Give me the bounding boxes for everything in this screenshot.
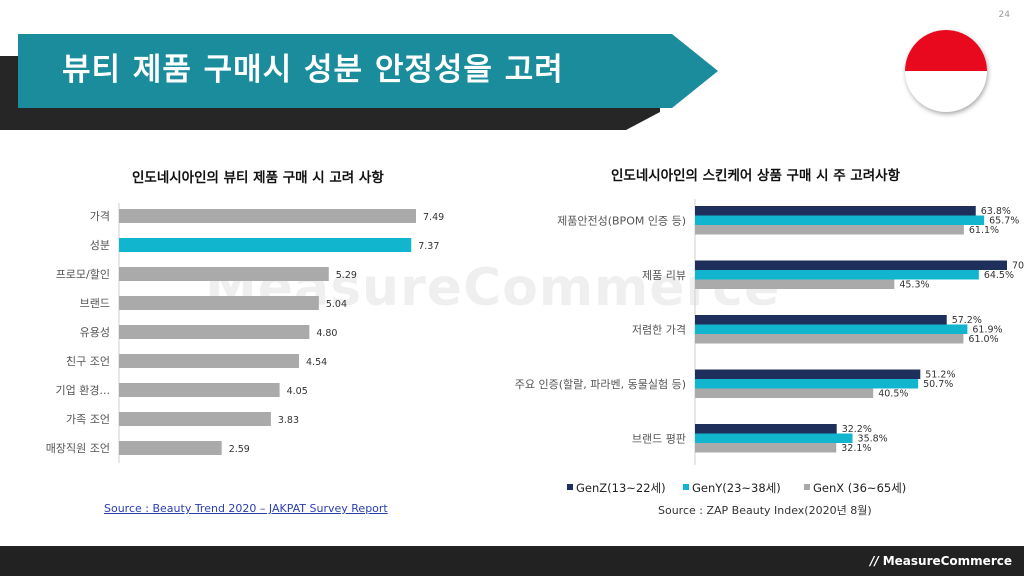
right-bar	[695, 279, 895, 289]
left-value-label: 5.04	[326, 299, 347, 310]
right-bar	[695, 443, 837, 453]
left-bar	[119, 267, 329, 281]
left-value-label: 2.59	[229, 444, 250, 455]
left-value-label: 4.54	[306, 357, 327, 368]
right-category-label: 제품 리뷰	[642, 269, 686, 282]
left-source-link[interactable]: Source : Beauty Trend 2020 – JAKPAT Surv…	[104, 502, 388, 515]
right-bar	[695, 433, 853, 443]
left-bar	[119, 238, 412, 252]
right-value-label: 65.7%	[989, 216, 1019, 227]
legend-label: GenX (36~65세)	[813, 481, 906, 495]
right-chart: 63.8%65.7%61.1% 제품안전성(BPOM 인증 등) 70.9%64.5…	[515, 199, 1024, 495]
left-value-label: 7.49	[423, 212, 444, 223]
right-source: Source : ZAP Beauty Index(2020년 8월)	[658, 504, 872, 517]
footer-bar: //MeasureCommerce	[0, 546, 1024, 576]
legend-swatch	[567, 484, 573, 490]
left-value-label: 5.29	[336, 270, 357, 281]
footer-logo-text: MeasureCommerce	[882, 554, 1012, 568]
page-number: 24	[998, 10, 1010, 20]
title-banner	[0, 34, 718, 130]
left-bar	[119, 209, 416, 223]
left-bar	[119, 325, 310, 339]
right-category-label: 제품안전성(BPOM 인증 등)	[557, 214, 686, 227]
right-bar	[695, 334, 964, 344]
right-value-label: 32.2%	[842, 424, 872, 435]
right-bar	[695, 324, 968, 334]
right-bar	[695, 315, 947, 325]
legend-swatch	[804, 484, 810, 490]
right-value-label: 61.9%	[972, 325, 1002, 336]
right-value-label: 45.3%	[899, 280, 929, 291]
indonesia-flag-icon	[905, 30, 987, 112]
left-category-label: 친구 조언	[66, 355, 110, 368]
right-value-label: 61.1%	[969, 225, 999, 236]
left-bar	[119, 412, 271, 426]
left-bar	[119, 441, 222, 455]
right-value-label: 40.5%	[878, 389, 908, 400]
left-category-label: 매장직원 조언	[46, 442, 110, 455]
left-category-label: 프로모/할인	[56, 268, 110, 281]
left-category-label: 가족 조언	[66, 413, 110, 426]
right-bar	[695, 215, 985, 225]
legend-label: GenZ(13~22세)	[576, 481, 666, 495]
right-bar	[695, 369, 921, 379]
slide-title: 뷰티 제품 구매시 성분 안정성을 고려	[62, 52, 564, 88]
left-value-label: 4.05	[287, 386, 308, 397]
left-chart: 가격 7.49 성분 7.37 프로모/할인 5.29 브랜드 5.04 유용성 4.80 친구 조…	[46, 203, 444, 463]
left-bar	[119, 383, 280, 397]
right-value-label: 32.1%	[841, 443, 871, 454]
right-value-label: 51.2%	[925, 370, 955, 381]
right-bar	[695, 379, 919, 389]
right-bar	[695, 225, 964, 235]
right-category-label: 브랜드 평판	[632, 432, 686, 445]
left-category-label: 가격	[90, 210, 110, 223]
right-value-label: 64.5%	[984, 270, 1014, 281]
right-value-label: 70.9%	[1012, 261, 1024, 272]
right-value-label: 63.8%	[981, 206, 1011, 217]
left-value-label: 3.83	[278, 415, 299, 426]
right-value-label: 61.0%	[968, 334, 998, 345]
legend-label: GenY(23~38세)	[692, 481, 781, 495]
right-value-label: 35.8%	[858, 434, 888, 445]
title-banner-arrow	[18, 34, 718, 108]
right-value-label: 50.7%	[923, 379, 953, 390]
right-category-label: 주요 인증(할랄, 파라벤, 동물실험 등)	[515, 378, 686, 391]
left-chart-title: 인도네시아인의 뷰티 제품 구매 시 고려 사항	[132, 170, 384, 186]
right-bar	[695, 424, 837, 434]
left-bar	[119, 296, 319, 310]
right-bar	[695, 260, 1007, 270]
right-chart-title: 인도네시아인의 스킨케어 상품 구매 시 주 고려사항	[611, 168, 901, 184]
left-bar	[119, 354, 300, 368]
right-bar	[695, 388, 874, 398]
left-category-label: 유용성	[80, 326, 110, 339]
footer-logo: //MeasureCommerce	[870, 554, 1012, 568]
right-value-label: 57.2%	[952, 315, 982, 326]
left-category-label: 브랜드	[80, 297, 110, 310]
left-value-label: 7.37	[418, 241, 439, 252]
right-category-label: 저렴한 가격	[632, 323, 686, 336]
logo-mark-icon: //	[869, 554, 879, 568]
left-value-label: 4.80	[316, 328, 337, 339]
left-category-label: 기업 환경...	[56, 384, 110, 397]
right-bar	[695, 270, 979, 280]
right-bar	[695, 206, 976, 216]
legend-swatch	[683, 484, 689, 490]
left-category-label: 성분	[90, 239, 110, 252]
